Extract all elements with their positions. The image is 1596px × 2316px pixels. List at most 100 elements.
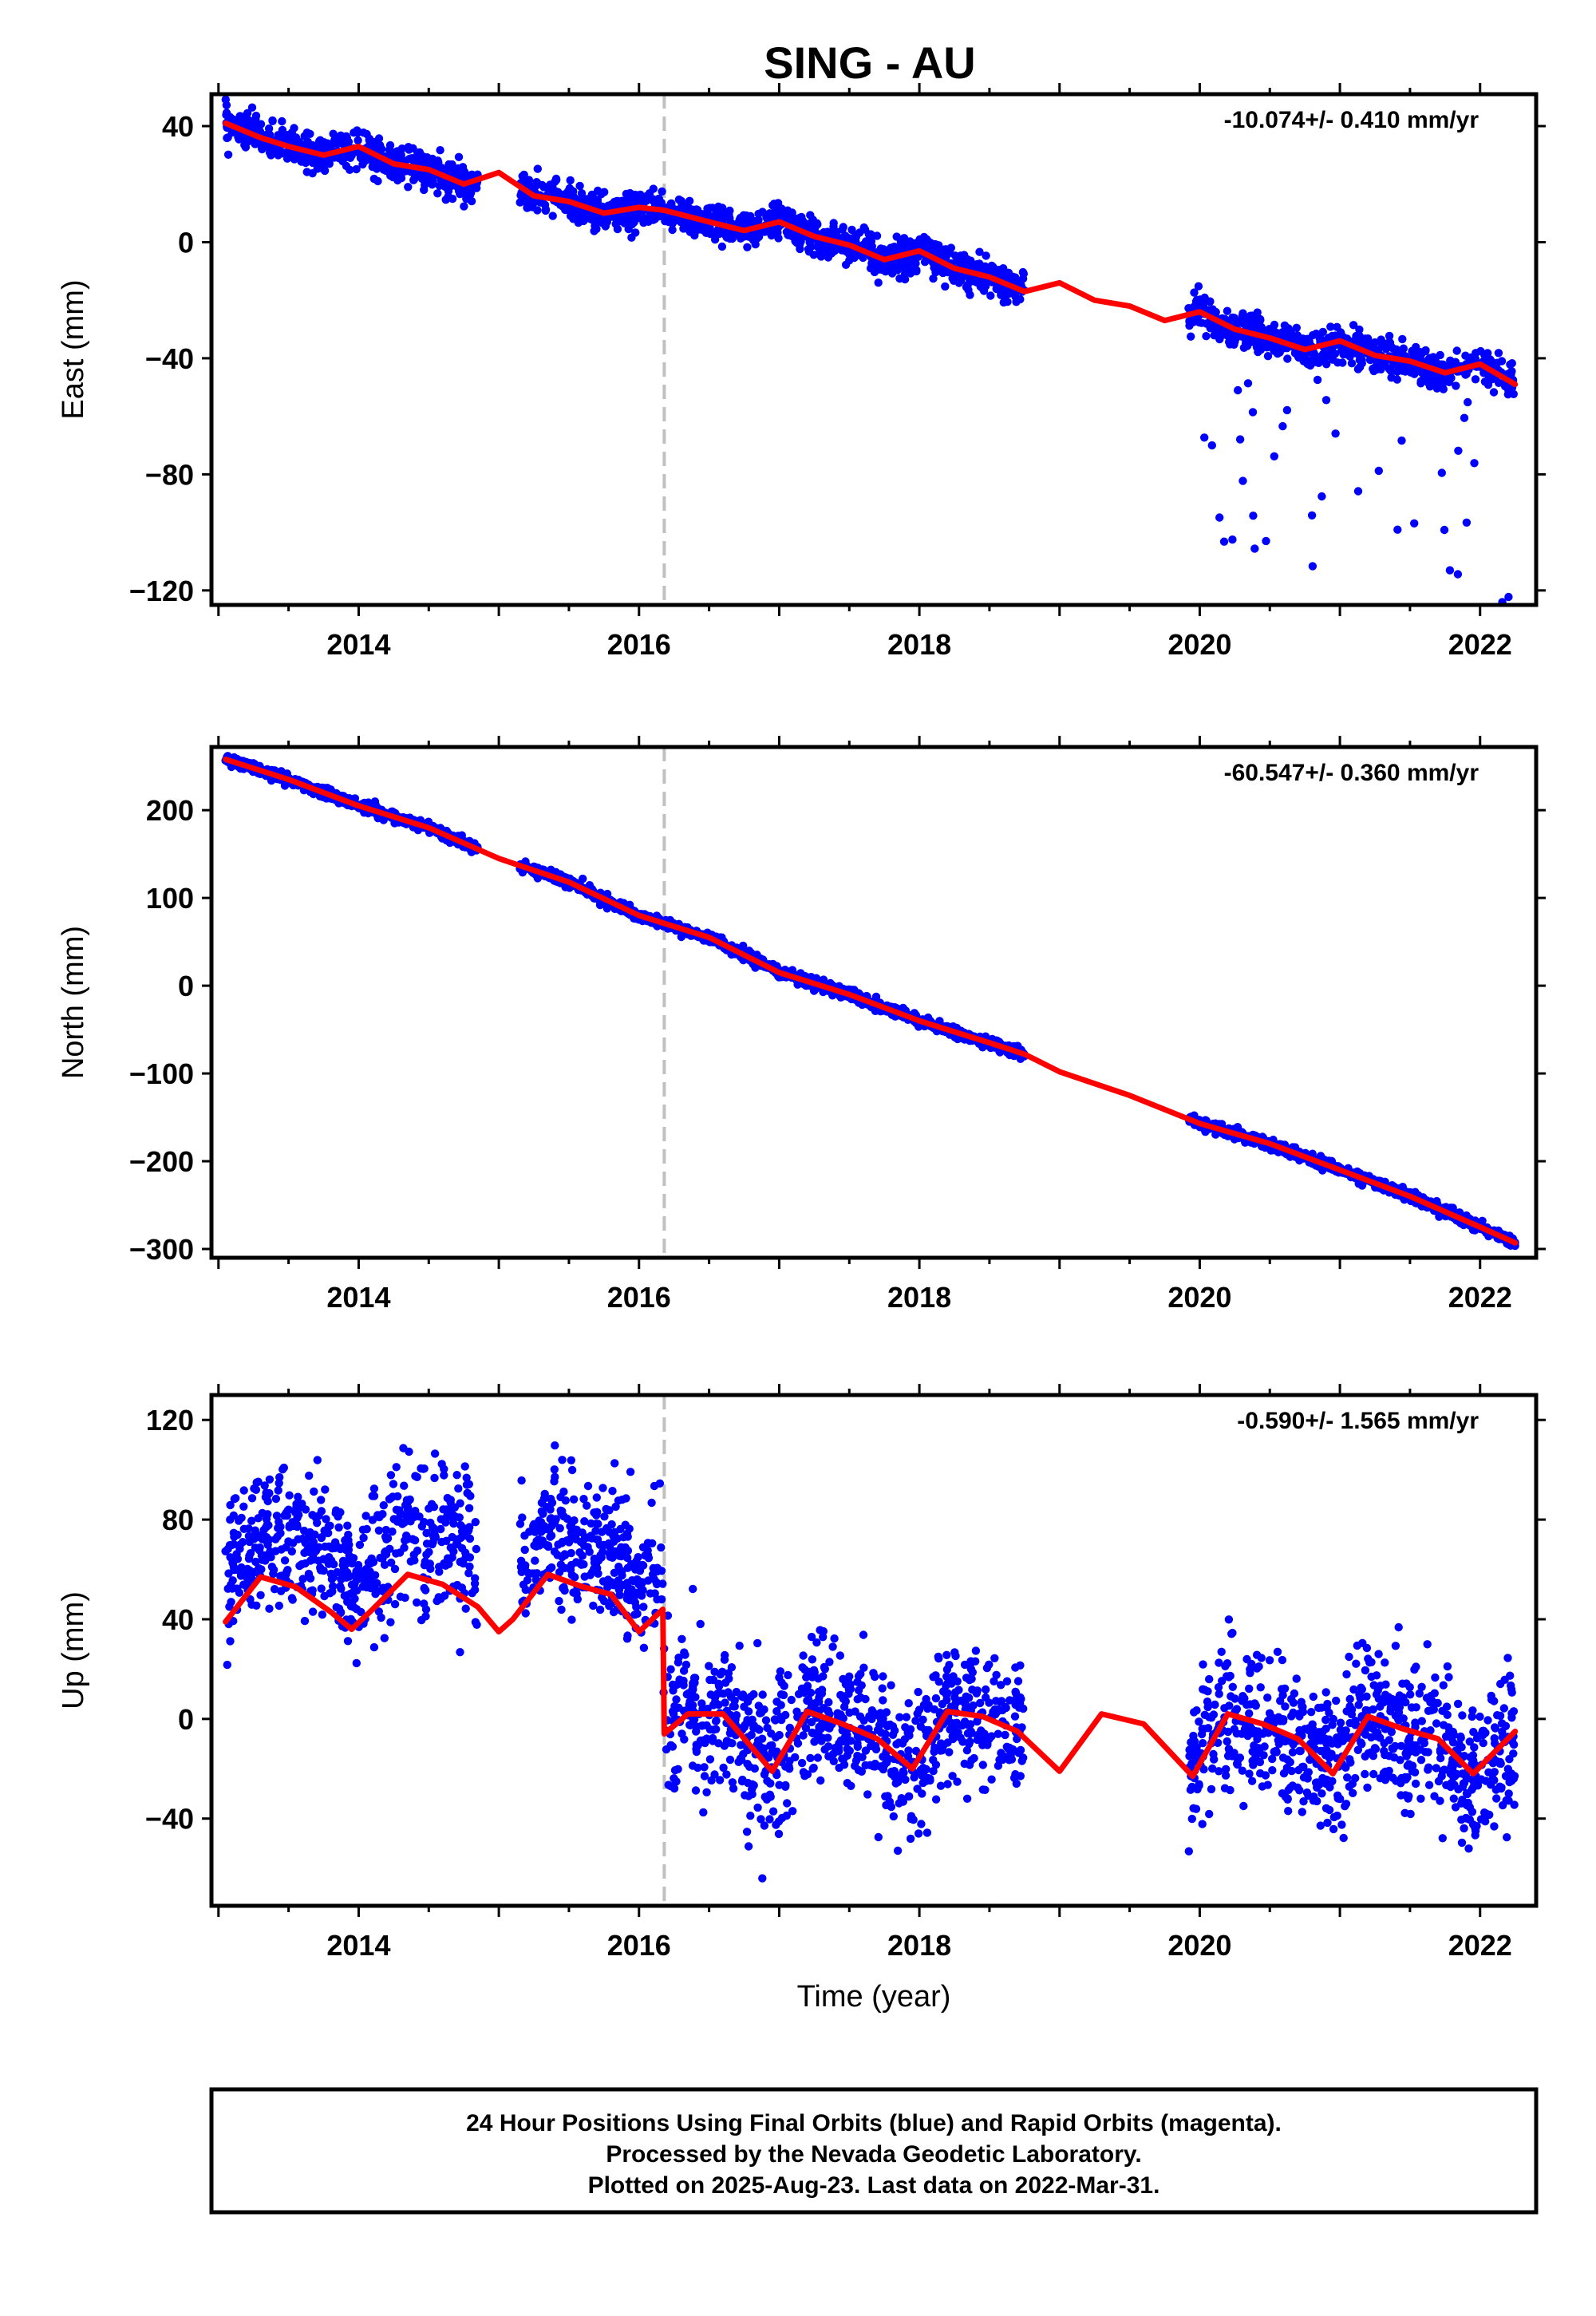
- east-data-point: [441, 196, 450, 204]
- east-data-point: [461, 189, 470, 198]
- east-data-point: [906, 269, 915, 278]
- east-data-point: [290, 124, 298, 132]
- east-data-point: [1283, 329, 1293, 338]
- east-data-point: [1374, 466, 1384, 476]
- east-data-point: [223, 150, 233, 159]
- east-data-point: [541, 205, 551, 214]
- east-data-point: [346, 165, 354, 174]
- east-data-point: [1256, 316, 1265, 325]
- east-data-point: [1367, 340, 1376, 350]
- east-data-point: [1461, 370, 1470, 379]
- east-data-point: [1489, 388, 1499, 397]
- east-data-point: [1250, 544, 1259, 553]
- east-data-point: [533, 164, 542, 173]
- east-data-point: [1211, 307, 1220, 317]
- east-data-point: [397, 144, 406, 153]
- east-data-point: [247, 103, 257, 112]
- east-data-point: [1437, 468, 1447, 477]
- east-data-point: [433, 189, 442, 198]
- east-data-point: [1292, 323, 1302, 332]
- east-data-point: [1207, 441, 1217, 450]
- east-data-point: [1228, 535, 1237, 544]
- east-data-point: [467, 196, 476, 206]
- east-data-point: [812, 219, 821, 227]
- east-y-axis-label: East (mm): [57, 279, 90, 419]
- east-data-point: [964, 258, 974, 267]
- east-data-point: [649, 184, 658, 193]
- east-data-point: [892, 232, 901, 241]
- east-data-point: [1307, 511, 1317, 520]
- east-data-point: [1235, 435, 1245, 444]
- east-data-point: [1313, 375, 1322, 385]
- east-data-point: [1206, 297, 1215, 306]
- east-data-point: [1238, 476, 1247, 485]
- east-data-point: [1464, 397, 1472, 407]
- east-data-point: [354, 136, 362, 145]
- east-data-point: [1460, 413, 1469, 422]
- east-data-point: [264, 124, 274, 133]
- east-data-point: [649, 215, 658, 224]
- east-data-point: [824, 253, 833, 262]
- east-data-point: [717, 242, 727, 251]
- east-data-point: [573, 209, 582, 218]
- east-data-point: [1326, 322, 1335, 331]
- east-data-point: [1238, 311, 1247, 320]
- east-data-point: [528, 203, 537, 211]
- east-data-point: [1318, 350, 1328, 358]
- east-data-point: [1507, 359, 1517, 368]
- east-data-point: [397, 174, 406, 183]
- east-data-point: [703, 204, 712, 213]
- east-data-point: [316, 136, 325, 144]
- east-data-point: [223, 133, 232, 142]
- east-data-point: [1428, 378, 1437, 387]
- east-data-point: [1234, 385, 1242, 395]
- east-data-point: [1338, 358, 1347, 367]
- east-data-point: [337, 154, 346, 164]
- east-data-point: [256, 120, 266, 128]
- east-data-point: [453, 164, 463, 173]
- east-data-point: [330, 136, 339, 144]
- east-data-point: [1452, 346, 1461, 355]
- east-data-point: [866, 237, 875, 247]
- east-data-point: [1467, 353, 1476, 362]
- east-data-point: [278, 117, 286, 126]
- east-data-point: [622, 197, 630, 206]
- east-data-point: [930, 239, 940, 249]
- east-data-point: [440, 179, 448, 188]
- east-data-point: [564, 206, 573, 215]
- east-ytick-label: 0: [178, 226, 194, 259]
- east-data-point: [243, 109, 252, 117]
- east-data-point: [1317, 492, 1326, 501]
- east-data-point: [767, 231, 776, 240]
- east-data-point: [548, 211, 557, 220]
- east-data-point: [460, 167, 469, 176]
- east-data-point: [1282, 405, 1292, 415]
- east-data-point: [693, 205, 702, 215]
- east-data-point: [235, 116, 245, 124]
- east-data-point: [886, 262, 895, 271]
- east-data-point: [221, 95, 230, 104]
- east-data-point: [1497, 357, 1507, 366]
- east-data-point: [1306, 361, 1315, 370]
- east-data-point: [1270, 452, 1279, 460]
- east-data-point: [537, 198, 546, 207]
- east-data-point: [1345, 352, 1354, 361]
- east-data-point: [743, 243, 752, 251]
- east-data-point: [630, 218, 638, 227]
- east-data-point: [306, 129, 314, 138]
- east-ytick-label: −40: [145, 342, 194, 375]
- east-data-point: [866, 264, 875, 273]
- east-data-point: [874, 279, 883, 287]
- east-data-point: [274, 151, 282, 160]
- east-data-point: [222, 109, 231, 117]
- east-data-point: [1185, 317, 1194, 326]
- east-data-point: [472, 184, 481, 192]
- east-data-point: [566, 176, 575, 185]
- east-data-point: [377, 144, 386, 153]
- east-data-point: [268, 116, 277, 125]
- east-data-point: [1321, 396, 1331, 405]
- east-data-point: [1228, 313, 1237, 322]
- east-data-point: [1397, 362, 1406, 370]
- east-data-point: [685, 227, 695, 236]
